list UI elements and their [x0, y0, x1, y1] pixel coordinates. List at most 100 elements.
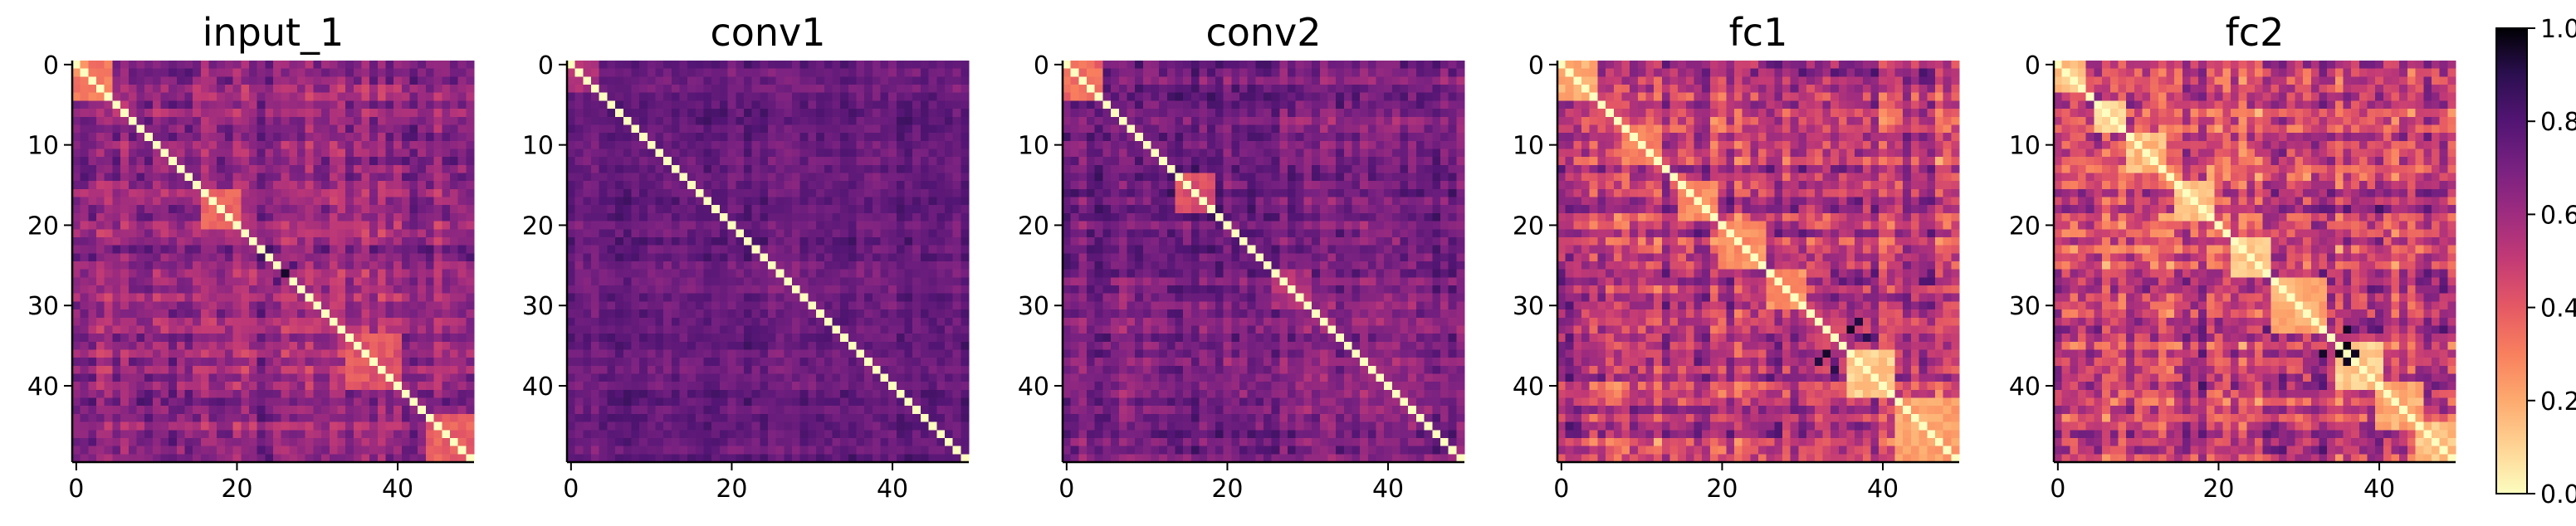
heatmap-cell [607, 140, 616, 149]
heatmap-cell [727, 164, 736, 173]
heatmap-cell [760, 140, 769, 149]
heatmap-cell [639, 454, 648, 463]
heatmap-cell [583, 124, 592, 134]
heatmap-cell [136, 68, 145, 77]
heatmap-cell [663, 61, 672, 70]
heatmap-cell [104, 406, 113, 415]
heatmap-cell [952, 261, 961, 270]
heatmap-cell [936, 358, 946, 367]
heatmap-cell [719, 61, 728, 70]
heatmap-cell [265, 269, 274, 278]
heatmap-cell [824, 85, 833, 94]
heatmap-cell [687, 269, 697, 278]
heatmap-cell [369, 269, 379, 278]
heatmap-cell [409, 140, 418, 149]
heatmap-cell [385, 349, 394, 358]
heatmap-cell [169, 430, 178, 439]
heatmap-cell [257, 92, 266, 101]
heatmap-cell [832, 205, 841, 214]
heatmap-cell [241, 317, 250, 326]
heatmap-cell [418, 341, 427, 350]
heatmap-cell [273, 365, 282, 374]
heatmap-cell [751, 269, 760, 278]
heatmap-cell [232, 61, 242, 70]
heatmap-cell [904, 188, 913, 197]
heatmap-cell [265, 446, 274, 455]
heatmap-cell [217, 188, 226, 197]
heatmap-cell [583, 221, 592, 230]
heatmap-cell [591, 61, 600, 70]
heatmap-cell [273, 406, 282, 415]
heatmap-cell [72, 188, 81, 197]
heatmap-cell [864, 173, 873, 182]
heatmap-cell [425, 341, 434, 350]
heatmap-cell [136, 317, 145, 326]
heatmap-cell [912, 269, 921, 278]
heatmap-cell [393, 421, 403, 431]
heatmap-cell [112, 92, 121, 101]
heatmap-cell [217, 373, 226, 382]
heatmap-cell [297, 116, 306, 125]
heatmap-cell [144, 397, 154, 407]
heatmap-cell [313, 293, 322, 302]
heatmap-cell [736, 430, 745, 439]
heatmap-cell [736, 365, 745, 374]
heatmap-cell [655, 76, 664, 85]
heatmap-cell [679, 437, 688, 446]
heatmap-cell [241, 76, 250, 85]
heatmap-cell [824, 382, 833, 391]
heatmap-cell [615, 197, 624, 206]
heatmap-cell [449, 140, 458, 149]
heatmap-cell [904, 269, 913, 278]
heatmap-cell [361, 245, 370, 254]
heatmap-cell [88, 358, 97, 367]
heatmap-cell [184, 221, 193, 230]
heatmap-cell [607, 76, 616, 85]
heatmap-cell [768, 76, 777, 85]
heatmap-cell [257, 157, 266, 166]
heatmap-cell [824, 197, 833, 206]
heatmap-cell [160, 133, 169, 142]
heatmap-cell [880, 277, 889, 286]
heatmap-cell [224, 365, 233, 374]
heatmap-cell [784, 341, 793, 350]
heatmap-cell [112, 116, 121, 125]
heatmap-cell [169, 245, 178, 254]
heatmap-cell [679, 221, 688, 230]
heatmap-cell [695, 253, 704, 262]
heatmap-cell [920, 301, 929, 310]
heatmap-cell [297, 197, 306, 206]
heatmap-cell [176, 358, 185, 367]
heatmap-cell [449, 76, 458, 85]
heatmap-cell [200, 365, 209, 374]
heatmap-cell [711, 325, 721, 334]
heatmap-cell [273, 92, 282, 101]
heatmap-cell [760, 109, 769, 118]
heatmap-cell [607, 261, 616, 270]
heatmap-cell [679, 269, 688, 278]
heatmap-cell [872, 188, 881, 197]
heatmap-cell [466, 245, 475, 254]
heatmap-cell [281, 157, 290, 166]
heatmap-cell [848, 68, 857, 77]
heatmap-cell [736, 245, 745, 254]
heatmap-cell [169, 92, 178, 101]
heatmap-cell [848, 301, 857, 310]
heatmap-cell [775, 116, 785, 125]
heatmap-cell [120, 301, 130, 310]
heatmap-cell [345, 406, 354, 415]
heatmap-cell [736, 236, 745, 246]
heatmap-cell [816, 221, 825, 230]
heatmap-cell [808, 85, 817, 94]
heatmap-cell [856, 389, 865, 398]
heatmap-cell [361, 454, 370, 463]
heatmap-cell [623, 389, 632, 398]
heatmap-cell [241, 85, 250, 94]
heatmap-cell [345, 317, 354, 326]
heatmap-cell [418, 229, 427, 238]
heatmap-cell [393, 109, 403, 118]
heatmap-cell [808, 109, 817, 118]
heatmap-cell [679, 212, 688, 222]
heatmap-cell [96, 164, 105, 173]
heatmap-cell [442, 293, 451, 302]
